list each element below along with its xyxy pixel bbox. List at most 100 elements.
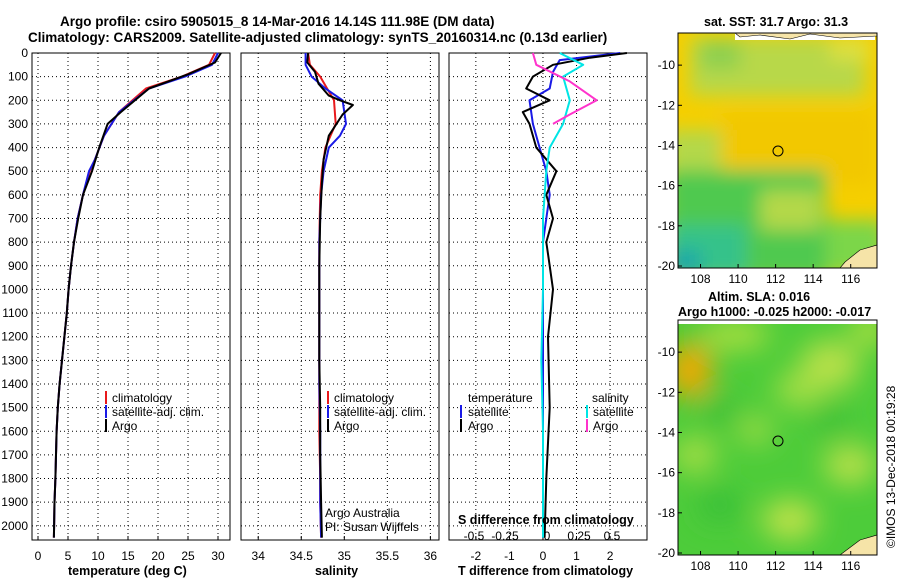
- map-y-tick-label: -20: [658, 546, 676, 560]
- y-tick-label: 900: [8, 259, 28, 273]
- legend-label-t-satellite: satellite: [468, 405, 509, 419]
- x-tick-label: 10: [91, 549, 105, 563]
- s-difference-ticks: -0.5 -0.25 0 0.25 0.5: [464, 529, 621, 543]
- x-tick-label: 36: [424, 549, 438, 563]
- x-tick-label: 35.5: [376, 549, 400, 563]
- sst-map-panel: sat. SST: 31.7 Argo: 31.3 108 110 112 114 11…: [658, 15, 878, 286]
- map-x-tick-label: 112: [766, 559, 785, 573]
- difference-series: [521, 52, 628, 538]
- x-tick-label: 0: [35, 549, 42, 563]
- difference-legend-temperature: temperature satellite Argo: [460, 391, 533, 433]
- legend-label-argo: Argo: [334, 419, 360, 433]
- y-tick-label: 2000: [1, 519, 28, 533]
- imos-timestamp: ©IMOS 13-Dec-2018 00:19:28: [884, 385, 898, 548]
- figure-title-line1: Argo profile: csiro 5905015_8 14-Mar-201…: [60, 14, 494, 29]
- x-tick-label: 30: [211, 549, 225, 563]
- y-tick-label: 600: [8, 188, 28, 202]
- series-line-climatology: [52, 52, 216, 538]
- y-tick-label: 400: [8, 141, 28, 155]
- x-tick-label: 5: [65, 549, 72, 563]
- y-tick-label: 0: [21, 46, 28, 60]
- series-line-argo: [52, 52, 222, 538]
- temperature-axis-label: temperature (deg C): [68, 564, 187, 578]
- y-tick-label: 100: [8, 70, 28, 84]
- salinity-legend: climatology satellite-adj. clim. Argo: [327, 391, 426, 433]
- salinity-axis-label: salinity: [315, 564, 358, 578]
- map-y-tick-label: -18: [658, 219, 676, 233]
- y-tick-label: 1800: [1, 472, 28, 486]
- map-y-tick-label: -16: [658, 466, 676, 480]
- salinity-grid: [241, 52, 439, 540]
- y-tick-label: 1200: [1, 330, 28, 344]
- x-tick-label: 15: [121, 549, 135, 563]
- x-tick-label: 2: [607, 549, 614, 563]
- salinity-series: [304, 52, 354, 538]
- map-x-tick-label: 108: [691, 559, 711, 573]
- x-tick-label: -1: [504, 549, 515, 563]
- credit-line-2: PI: Susan Wijffels: [325, 520, 419, 534]
- x-tick-label: 0: [540, 549, 547, 563]
- y-tick-label: 1900: [1, 495, 28, 509]
- series-line-climatology: [307, 52, 337, 538]
- legend-label-t-argo: Argo: [468, 419, 494, 433]
- sst-map-ticks: 108 110 112 114 116 -10 -12 -14 -16 -18 -20: [658, 58, 861, 286]
- series-line-argo: [306, 52, 354, 538]
- x-tick-label: 25: [181, 549, 195, 563]
- map-x-tick-label: 110: [729, 272, 748, 286]
- y-tick-label: 1500: [1, 401, 28, 415]
- y-tick-label: 200: [8, 93, 28, 107]
- x-tick-label: -2: [471, 549, 482, 563]
- x-tick-label: 20: [151, 549, 165, 563]
- y-tick-label: 1400: [1, 377, 28, 391]
- sst-map-frame: [677, 32, 878, 269]
- map-y-tick-label: -14: [658, 138, 676, 152]
- difference-grid: [449, 52, 647, 540]
- x-tick-label: 1: [573, 549, 580, 563]
- sla-map-frame: [677, 319, 878, 556]
- map-y-tick-label: -10: [658, 345, 676, 359]
- y-tick-label: 1000: [1, 282, 28, 296]
- salinity-x-ticks: 34 34.5 35 35.5 36: [252, 536, 438, 563]
- map-x-tick-label: 114: [804, 272, 823, 286]
- y-tick-label: 500: [8, 164, 28, 178]
- series-line-argo: [521, 52, 628, 538]
- legend-title-temperature: temperature: [468, 391, 533, 405]
- map-y-tick-label: -20: [658, 259, 676, 273]
- map-y-tick-label: -12: [658, 98, 676, 112]
- map-y-tick-label: -16: [658, 179, 676, 193]
- s-difference-axis-label: S difference from climatology: [458, 513, 634, 527]
- y-tick-label: 1700: [1, 448, 28, 462]
- map-x-tick-label: 108: [691, 272, 711, 286]
- series-line-argo_salinity: [531, 52, 598, 125]
- sla-map-title: Altim. SLA: 0.016: [708, 290, 810, 304]
- legend-label-s-argo: Argo: [593, 419, 619, 433]
- difference-panel: -2 -1 0 1 2 S difference from climatology -0…: [448, 52, 648, 578]
- s-tick-label: -0.25: [491, 529, 519, 543]
- map-x-tick-label: 116: [841, 272, 860, 286]
- legend-label-argo: Argo: [112, 419, 138, 433]
- y-tick-label: 1100: [2, 306, 28, 320]
- map-x-tick-label: 110: [729, 559, 748, 573]
- y-tick-label: 300: [8, 117, 28, 131]
- x-tick-label: 34: [252, 549, 266, 563]
- argo-float-marker: [772, 435, 784, 447]
- s-tick-label: 0.5: [604, 529, 621, 543]
- figure-title-line2: Climatology: CARS2009. Satellite-adjuste…: [28, 30, 607, 45]
- legend-title-salinity: salinity: [592, 391, 629, 405]
- y-tick-label: 700: [8, 211, 28, 225]
- legend-label-s-satellite: satellite: [593, 405, 634, 419]
- sla-map-subtitle: Argo h1000: -0.025 h2000: -0.017: [678, 305, 871, 319]
- temperature-panel: 0 5 10 15 20 25 30 0 100 200 300 400 500 600 700 800 90…: [1, 46, 231, 578]
- salinity-panel: 34 34.5 35 35.5 36 salinity climatology sate…: [240, 52, 440, 578]
- temperature-series: [52, 52, 222, 538]
- map-y-tick-label: -12: [658, 385, 676, 399]
- sla-heatmap: [678, 320, 877, 555]
- map-y-tick-label: -10: [658, 58, 676, 72]
- legend-label-satellite: satellite-adj. clim.: [334, 405, 426, 419]
- s-tick-label: 0: [544, 529, 551, 543]
- map-y-tick-label: -14: [658, 425, 676, 439]
- depth-y-ticks: 0 100 200 300 400 500 600 700 800 900 1000 1100 1200…: [1, 46, 28, 533]
- difference-x-ticks: -2 -1 0 1 2: [471, 536, 614, 563]
- x-tick-label: 35: [338, 549, 352, 563]
